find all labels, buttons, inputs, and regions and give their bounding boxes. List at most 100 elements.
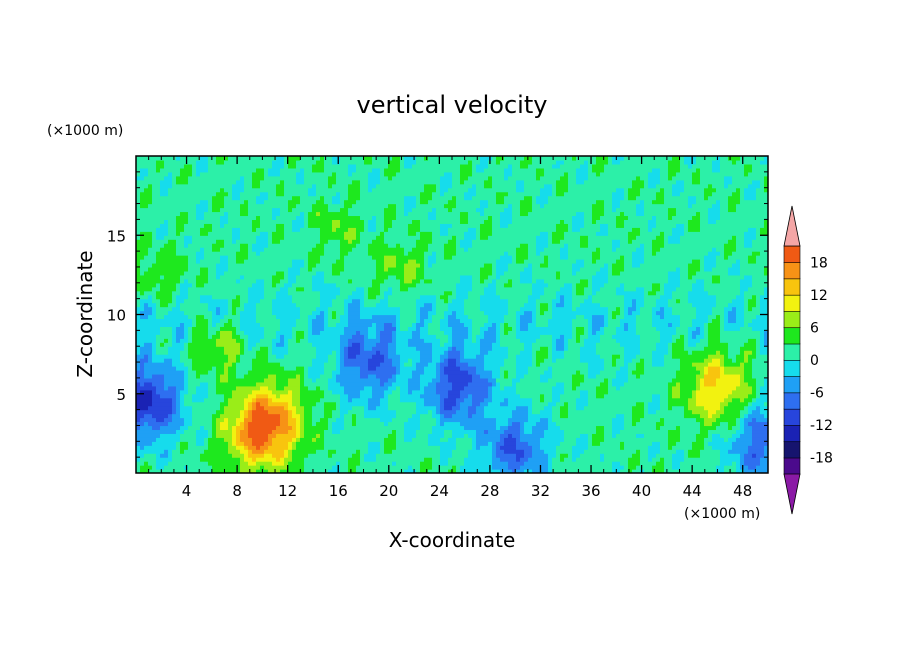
heatmap-cell: [180, 346, 185, 351]
heatmap-cell: [272, 449, 277, 454]
heatmap-cell: [344, 179, 349, 185]
heatmap-cell: [372, 334, 377, 339]
heatmap-cell: [268, 389, 273, 395]
heatmap-cell: [148, 449, 153, 454]
heatmap-cell: [180, 326, 185, 331]
heatmap-cell: [192, 290, 197, 296]
heatmap-cell: [348, 397, 353, 403]
heatmap-cell: [192, 393, 197, 399]
heatmap-cell: [296, 401, 301, 407]
heatmap-cell: [140, 156, 145, 161]
heatmap-cell: [368, 203, 373, 209]
heatmap-cell: [260, 298, 265, 304]
heatmap-cell: [364, 179, 369, 185]
heatmap-cell: [256, 401, 261, 407]
heatmap-cell: [276, 290, 281, 296]
heatmap-cell: [248, 405, 253, 411]
heatmap-cell: [188, 358, 193, 363]
heatmap-cell: [316, 211, 321, 217]
heatmap-cell: [208, 231, 213, 236]
heatmap-cell: [348, 326, 353, 331]
heatmap-cell: [256, 235, 261, 240]
heatmap-cell: [160, 247, 165, 252]
heatmap-cell: [204, 377, 209, 383]
heatmap-cell: [236, 338, 241, 343]
heatmap-cell: [348, 243, 353, 248]
heatmap-cell: [308, 286, 313, 292]
heatmap-cell: [224, 421, 229, 427]
heatmap-cell: [336, 278, 341, 284]
heatmap-cell: [376, 259, 381, 264]
heatmap-cell: [148, 183, 153, 189]
heatmap-cell: [228, 278, 233, 284]
heatmap-cell: [260, 465, 265, 470]
heatmap-cell: [184, 322, 189, 327]
heatmap-cell: [156, 433, 161, 438]
heatmap-cell: [200, 207, 205, 213]
heatmap-cell: [256, 381, 261, 387]
heatmap-cell: [276, 393, 281, 399]
heatmap-cell: [380, 429, 385, 434]
heatmap-cell: [204, 247, 209, 252]
heatmap-cell: [372, 219, 377, 224]
heatmap-cell: [384, 457, 389, 462]
heatmap-cell: [352, 437, 357, 442]
heatmap-cell: [284, 167, 289, 173]
heatmap-cell: [148, 425, 153, 431]
heatmap-cell: [328, 354, 333, 359]
heatmap-cell: [332, 290, 337, 296]
heatmap-cell: [276, 441, 281, 446]
heatmap-cell: [284, 255, 289, 260]
heatmap-cell: [252, 433, 257, 438]
heatmap-cell: [292, 373, 297, 379]
heatmap-cell: [212, 171, 217, 177]
heatmap-cell: [360, 278, 365, 284]
heatmap-cell: [180, 433, 185, 438]
heatmap-cell: [316, 195, 321, 201]
heatmap-cell: [216, 163, 221, 169]
heatmap-cell: [148, 156, 153, 161]
heatmap-cell: [152, 314, 157, 320]
heatmap-cell: [204, 342, 209, 347]
heatmap-cell: [272, 223, 277, 228]
heatmap-cell: [364, 294, 369, 300]
heatmap-cell: [316, 421, 321, 427]
heatmap-cell: [236, 330, 241, 335]
heatmap-cell: [164, 397, 169, 403]
heatmap-cell: [244, 397, 249, 403]
heatmap-cell: [192, 369, 197, 375]
heatmap-cell: [348, 278, 353, 284]
heatmap-cell: [336, 207, 341, 213]
heatmap-cell: [304, 429, 309, 434]
heatmap-cell: [192, 195, 197, 201]
heatmap-cell: [348, 433, 353, 438]
heatmap-cell: [256, 310, 261, 316]
heatmap-cell: [344, 385, 349, 391]
heatmap-cell: [360, 433, 365, 438]
heatmap-cell: [324, 163, 329, 169]
heatmap-cell: [360, 167, 365, 173]
heatmap-cell: [368, 215, 373, 220]
heatmap-cell: [240, 191, 245, 197]
heatmap-cell: [376, 350, 381, 355]
heatmap-cell: [376, 247, 381, 252]
heatmap-cell: [296, 409, 301, 415]
heatmap-cell: [164, 465, 169, 470]
heatmap-cell: [136, 453, 141, 458]
heatmap-cell: [248, 346, 253, 351]
heatmap-cell: [336, 437, 341, 442]
heatmap-cell: [300, 409, 305, 415]
heatmap-cell: [284, 389, 289, 395]
heatmap-cell: [292, 330, 297, 335]
heatmap-cell: [168, 346, 173, 351]
heatmap-cell: [328, 282, 333, 288]
heatmap-cell: [160, 270, 165, 276]
heatmap-cell: [320, 338, 325, 343]
heatmap-cell: [372, 211, 377, 217]
heatmap-cell: [180, 243, 185, 248]
heatmap-cell: [272, 358, 277, 363]
heatmap-cell: [232, 381, 237, 387]
chart-title: vertical velocity: [357, 91, 548, 119]
heatmap-cell: [324, 290, 329, 296]
heatmap-cell: [360, 322, 365, 327]
